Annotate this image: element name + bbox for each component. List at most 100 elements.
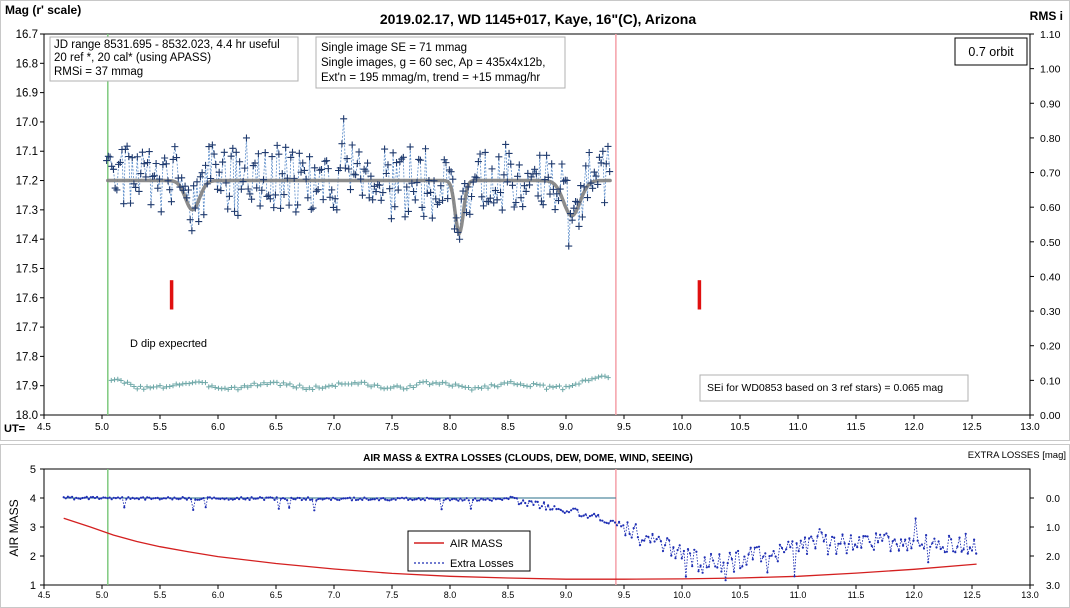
extra-losses-point [183,497,186,500]
measured-point [290,174,298,182]
extra-losses-point [912,539,915,542]
measured-point [589,184,597,192]
rms-point [323,384,329,390]
measured-point [543,151,551,159]
extra-losses-point [246,496,249,500]
extra-losses-point [741,565,744,568]
top-x-tick-label: 4.5 [37,422,51,433]
measured-point [515,161,523,169]
extra-losses-point [716,566,719,569]
extra-losses-point [603,521,606,524]
rms-point [232,384,238,390]
measured-point [519,203,527,211]
measured-point [473,174,481,182]
measured-point [544,173,552,181]
measured-point [277,204,285,212]
top-y-tick-label: 17.1 [16,146,38,158]
extra-losses-point [931,542,934,545]
extra-losses-point [622,524,625,527]
measured-point [527,173,535,181]
extra-losses-point [766,571,769,574]
extra-losses-point [377,499,381,502]
extra-losses-point [789,546,792,549]
extra-losses-point [870,544,873,548]
rms-point [381,386,387,392]
rms-point [319,385,325,391]
model-curve [106,178,612,237]
top-plot-area [43,33,1031,416]
extra-losses-point [482,498,485,501]
measured-point [462,209,470,217]
top-y2-tick-label: 0.20 [1040,341,1061,353]
extra-losses-point [899,538,903,541]
measured-point [195,218,203,226]
rms-point [215,385,221,391]
extra-losses-point [210,497,214,500]
top-y-tick-label: 16.9 [16,88,38,100]
extra-losses-point [676,548,679,552]
extra-losses-point [229,497,232,500]
measured-point [103,157,111,165]
extra-losses-point [438,497,441,500]
extra-losses-point [306,496,310,499]
extra-losses-point [238,498,241,501]
extra-losses-point [607,522,610,525]
measured-point [597,159,605,167]
info-box-se-line3: Ext'n = 195 mmag/m, trend = +15 mmag/hr [321,72,540,84]
extra-losses-point [325,497,328,500]
top-y-tick-label: 16.8 [16,58,38,70]
extra-losses-point [785,548,788,551]
rms-point [160,385,166,391]
measured-point [539,201,547,209]
measured-point [213,185,221,193]
top-y-tick-label: 17.7 [16,322,38,334]
extra-losses-point [605,521,608,525]
bottom-y2-tick-label: 1.0 [1046,523,1060,534]
extra-losses-point [958,536,961,539]
measured-point [309,204,317,212]
measured-point [604,142,612,150]
bottom-y-tick-labels: 1 2 3 4 5 [30,464,44,592]
measured-point [256,202,264,210]
measured-point [208,141,216,149]
extra-losses-point [745,563,748,566]
extra-losses-point [171,498,174,501]
extra-losses-point [684,575,688,578]
extra-losses-point [647,535,650,539]
measured-point [362,167,370,175]
rms-point [274,379,280,385]
extra-losses-point [929,545,932,548]
sei-note: SEi for WD0853 based on 3 ref stars) = 0… [707,382,943,394]
rms-point [173,381,179,387]
measured-point [454,228,462,236]
rms-point [514,382,520,388]
top-x-tick-label: 6.5 [269,422,283,433]
extra-losses-point [442,499,445,502]
extra-losses-point [530,500,533,503]
rms-point [469,387,475,393]
extra-losses-point [334,497,337,500]
bottom-x-tick-label: 10.5 [731,590,749,600]
extra-losses-point [471,498,475,502]
extra-losses-point [91,495,95,499]
extra-losses-point [749,546,752,549]
measured-point [138,148,146,156]
measured-point [599,147,607,155]
measured-point [594,180,602,188]
rms-point [212,384,218,390]
extra-losses-point [409,497,412,500]
bottom-y2-tick-label: 3.0 [1046,581,1060,592]
extra-losses-point [196,498,199,501]
measured-point [237,185,245,193]
extra-losses-point [576,508,579,511]
measured-point [582,162,590,170]
extra-losses-point [244,498,247,501]
measured-point [420,212,428,220]
extra-losses-point [507,497,510,501]
extra-losses-point [643,539,646,542]
measured-point [324,165,332,173]
extra-losses-point [227,498,230,501]
bottom-data-marks [62,469,978,585]
extra-losses-point [313,509,316,512]
measured-point [306,153,314,161]
